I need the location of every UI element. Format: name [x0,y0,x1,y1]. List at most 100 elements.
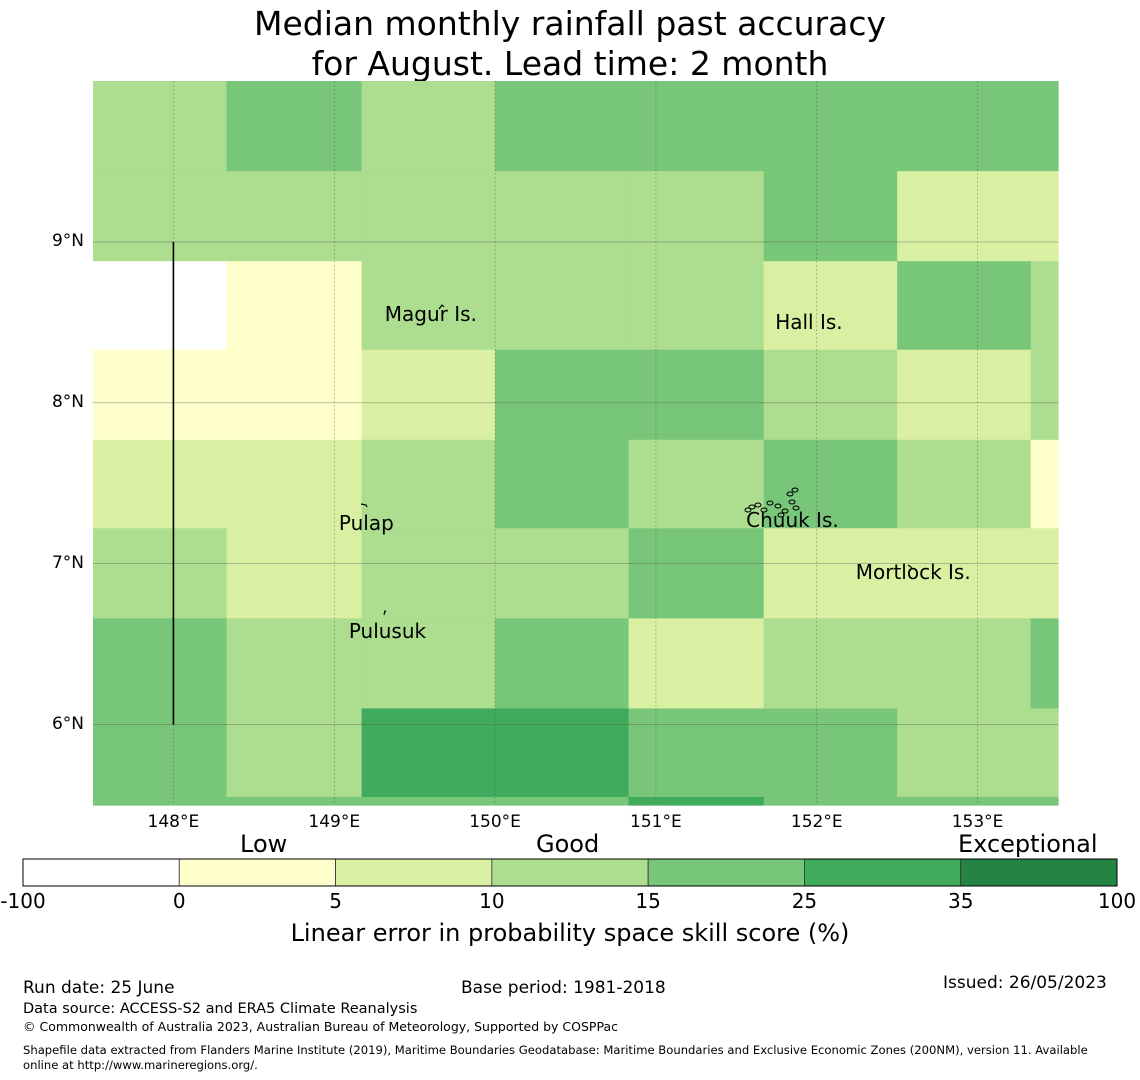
place-label: Magur Is. [384,302,477,327]
x-tick-label: 149°E [308,812,361,832]
chuuk-islet-7 [792,505,800,511]
data-source: Data source: ACCESS-S2 and ERA5 Climate … [23,1001,418,1017]
island-outlines [360,304,913,616]
grid-cell-47 [361,618,496,710]
chuuk-islet-6 [788,499,796,505]
chuuk-islet-10 [744,507,752,513]
chuuk-islet-5 [781,508,789,514]
place-label: Chuuk Is. [746,508,839,533]
base-period: Base period: 1981-2018 [461,978,666,998]
grid-cell-1 [226,81,363,172]
issued-date: Issued: 26/05/2023 [943,973,1107,993]
chuuk-islet-3 [766,500,774,506]
y-tick-label: 7°N [51,552,84,573]
grid-cell-51 [897,618,1032,710]
grid-cell-49 [628,618,765,710]
grid-cell-9 [361,171,496,262]
grid-cell-36 [897,439,1032,529]
colorbar-segment-5 [804,858,962,887]
chuuk-islet-11 [777,512,785,518]
grid-cell-23 [226,349,363,441]
chuuk-islet-9 [791,487,799,493]
title-line-2: for August. Lead time: 2 month [311,44,829,83]
grid-cell-38 [93,528,228,619]
grid-cell-57 [628,708,765,798]
colorbar-segment-1 [178,858,336,887]
grid-cell-34 [628,439,765,529]
chuuk-islet-0 [748,504,756,510]
island-outline-0 [438,304,445,310]
grid-cell-58 [763,708,898,798]
y-tick-label: 9°N [51,230,84,251]
colorbar-segment-6 [960,858,1118,887]
grid-cell-31 [226,439,363,529]
category-low: Low [240,830,288,858]
map-title: Median monthly rainfall past accuracy fo… [0,4,1140,84]
grid-cell-8 [226,171,363,262]
grid-cell-19 [763,261,898,351]
grid-cell-52 [1030,618,1059,710]
grid-cell-33 [495,439,630,529]
x-tick-label: 148°E [147,812,200,832]
colorbar-tick-label: 5 [329,889,342,913]
grid-cell-39 [226,528,363,619]
grid-cell-46 [226,618,363,710]
place-label: Mortlock Is. [855,559,971,584]
grid-cell-16 [361,261,496,351]
grid-cell-2 [361,81,496,172]
colorbar-label: Linear error in probability space skill … [290,919,850,947]
grid-cell-26 [628,349,765,441]
grid-cell-18 [628,261,765,351]
copyright: © Commonwealth of Australia 2023, Austra… [23,1019,618,1034]
grid-cell-56 [495,708,630,798]
grid-cell-45 [93,618,228,710]
grid-cell-14 [93,261,228,351]
grid-cell-48 [495,618,630,710]
shapefile-credit-line-1: Shapefile data extracted from Flanders M… [23,1043,1088,1057]
colorbar-frame [22,858,1118,887]
run-date: Run date: 25 June [23,978,175,998]
y-tick-label: 6°N [51,713,84,734]
title-line-1: Median monthly rainfall past accuracy [253,4,887,43]
grid-cell-13 [897,171,1059,262]
grid-cell-5 [763,81,898,172]
island-outline-3 [907,564,913,570]
grid-cell-20 [897,261,1032,351]
colorbar-tick-label: 25 [791,889,818,913]
grid-cell-30 [93,439,228,529]
grid-cell-41 [495,528,630,619]
place-label: Hall Is. [775,310,843,335]
shapefile-credit-line-2: online at http://www.marineregions.org/. [23,1058,258,1072]
grid-cell-60 [93,796,630,806]
grid-cell-7 [93,171,228,262]
colorbar-tick-label: 35 [947,889,974,913]
graticule [93,81,1058,805]
grid-cell-3 [495,81,630,172]
grid-cell-43 [763,528,898,619]
colorbar-segment-4 [647,858,805,887]
grid-cell-61 [628,796,765,806]
x-tick-label: 152°E [790,812,843,832]
grid-cell-15 [226,261,363,351]
grid-cell-37 [1030,439,1059,529]
category-good: Good [536,830,600,858]
grid-cell-55 [361,708,496,798]
grid-cell-24 [361,349,496,441]
grid-cell-62 [763,796,1059,806]
x-tick-label: 151°E [630,812,682,832]
grid-cell-50 [763,618,898,710]
grid-cell-32 [361,439,496,529]
colorbar-tick-label: -100 [0,889,46,913]
colorbar-tick-label: 100 [1097,889,1137,913]
grid-cell-42 [628,528,765,619]
place-label: Pulap [338,511,394,536]
colorbar-tick-label: 15 [635,889,661,913]
island-outline-2 [383,609,387,616]
category-exceptional: Exceptional [958,830,1098,858]
chuuk-islet-8 [786,491,794,497]
chuuk-islet-1 [754,502,762,508]
grid-cell-29 [1030,349,1059,441]
grid-cell-0 [93,81,228,172]
colorbar-segment-3 [491,858,649,887]
grid-cell-11 [628,171,765,262]
